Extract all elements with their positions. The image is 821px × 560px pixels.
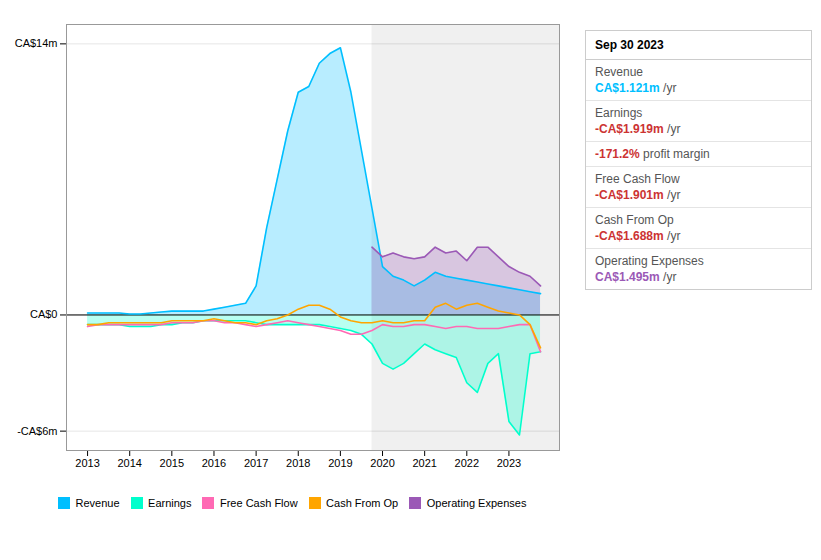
html-text:Operating Expenses: Operating Expenses <box>426 496 527 509</box>
svg-text:2017: 2017 <box>244 457 268 469</box>
svg-text:2016: 2016 <box>202 457 226 469</box>
svg-text:2023: 2023 <box>497 457 521 469</box>
svg-text:2014: 2014 <box>117 457 141 469</box>
svg-text:2022: 2022 <box>455 457 479 469</box>
svg-text:CA$0: CA$0 <box>30 308 58 320</box>
html-text:Cash From Op: Cash From Op <box>326 496 399 509</box>
html-text:CA$1.495m /yr: CA$1.495m /yr <box>595 270 677 284</box>
html-text:Free Cash Flow: Free Cash Flow <box>595 172 680 186</box>
html-text:Earnings: Earnings <box>595 106 643 120</box>
html-text:Revenue: Revenue <box>75 496 120 509</box>
svg-text:2018: 2018 <box>286 457 310 469</box>
html-text:Free Cash Flow: Free Cash Flow <box>220 496 298 509</box>
html-text:Sep 30 2023: Sep 30 2023 <box>595 38 664 52</box>
svg-text:-CA$6m: -CA$6m <box>17 425 57 437</box>
html-text:Operating Expenses: Operating Expenses <box>595 254 704 268</box>
svg-text:CA$14m: CA$14m <box>15 37 58 49</box>
svg-text:2013: 2013 <box>75 457 99 469</box>
html-text:-CA$1.901m /yr: -CA$1.901m /yr <box>595 188 681 202</box>
svg-text:2015: 2015 <box>160 457 184 469</box>
html-text:-CA$1.688m /yr: -CA$1.688m /yr <box>595 229 681 243</box>
svg-text:2020: 2020 <box>370 457 394 469</box>
svg-text:2019: 2019 <box>328 457 352 469</box>
html-text:Cash From Op: Cash From Op <box>595 213 674 227</box>
html-text:CA$1.121m /yr: CA$1.121m /yr <box>595 81 677 95</box>
svg-text:2021: 2021 <box>412 457 436 469</box>
html-text:Revenue: Revenue <box>595 65 643 79</box>
html-text:Earnings: Earnings <box>148 496 192 509</box>
html-text:-CA$1.919m /yr: -CA$1.919m /yr <box>595 122 681 136</box>
html-text:-171.2% profit margin: -171.2% profit margin <box>595 147 710 161</box>
